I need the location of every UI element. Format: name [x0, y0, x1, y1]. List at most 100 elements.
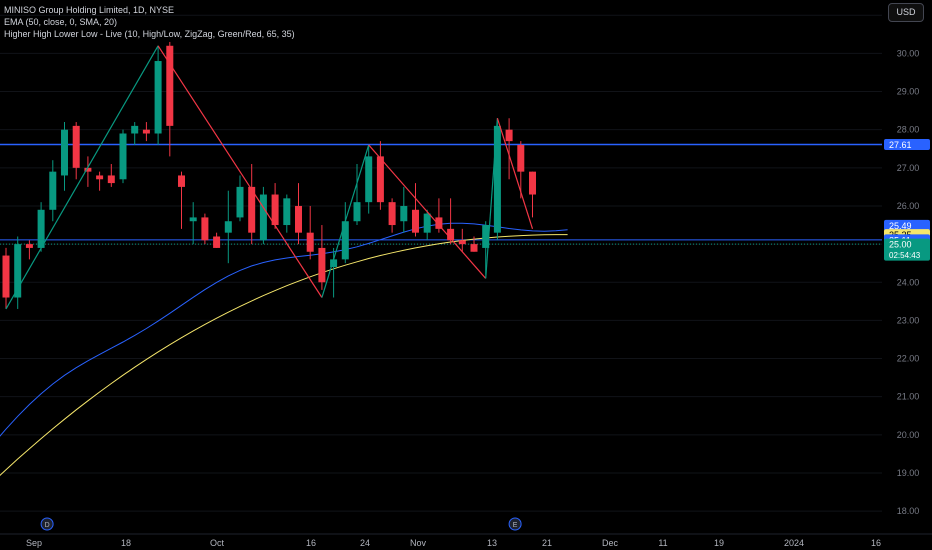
symbol-title[interactable]: MINISO Group Holding Limited, 1D, NYSE [4, 5, 175, 15]
candle[interactable] [283, 194, 291, 233]
candles[interactable] [2, 41, 537, 309]
candle-body [213, 236, 221, 248]
hhll-indicator-label[interactable]: Higher High Lower Low - Live (10, High/L… [4, 29, 295, 39]
price-tick-label: 24.00 [897, 277, 920, 287]
candle[interactable] [529, 171, 536, 218]
candle-body [259, 194, 267, 241]
candle-body [271, 194, 279, 226]
candle[interactable] [166, 41, 174, 157]
time-tick-label: Oct [210, 538, 225, 548]
candle[interactable] [505, 118, 513, 180]
price-tag-bg [884, 139, 930, 151]
candle[interactable] [154, 45, 162, 145]
candle[interactable] [517, 141, 525, 199]
candle[interactable] [131, 122, 139, 145]
candle[interactable] [271, 183, 279, 229]
candle[interactable] [248, 164, 256, 245]
candle[interactable] [400, 186, 408, 233]
candle[interactable] [458, 228, 466, 252]
candle[interactable] [388, 198, 396, 233]
candle-body [61, 129, 68, 176]
candle[interactable] [107, 164, 115, 187]
time-tick-label: 21 [542, 538, 552, 548]
marker-circle [40, 517, 54, 531]
candle[interactable] [178, 171, 185, 229]
price-axis[interactable]: 31.0030.0029.0028.0027.0026.0025.0024.00… [897, 10, 920, 516]
candle[interactable] [189, 202, 197, 245]
candle[interactable] [435, 198, 443, 233]
candle[interactable] [61, 122, 68, 191]
countdown-label: 02:54:43 [889, 251, 921, 260]
price-tick-label: 27.00 [897, 163, 920, 173]
candle[interactable] [2, 247, 10, 309]
candle[interactable] [365, 144, 373, 214]
candle[interactable] [493, 118, 501, 241]
candle-body [142, 129, 150, 134]
candle-body [166, 45, 174, 126]
candle[interactable] [236, 175, 244, 222]
candle[interactable] [318, 225, 326, 290]
candle[interactable] [84, 156, 92, 187]
candle[interactable] [119, 129, 127, 184]
time-tick-label: 24 [360, 538, 370, 548]
marker-label: E [513, 522, 518, 529]
currency-button[interactable]: USD [888, 3, 924, 22]
price-tick-label: 19.00 [897, 468, 920, 478]
candle[interactable] [376, 141, 384, 210]
price-tick-label: 21.00 [897, 392, 920, 402]
candle[interactable] [49, 160, 57, 222]
time-tick-label: 18 [121, 538, 131, 548]
candle-body [201, 217, 209, 241]
candle-body [224, 221, 232, 233]
candle-body [295, 205, 302, 233]
marker-label: D [45, 522, 50, 529]
candle-body [376, 156, 384, 203]
time-tick-label: 16 [306, 538, 316, 548]
dividend-marker[interactable]: D [40, 517, 54, 531]
candle-body [529, 171, 536, 195]
candle[interactable] [447, 198, 455, 245]
candle[interactable] [341, 202, 349, 264]
candle[interactable] [423, 209, 431, 241]
price-tick-label: 30.00 [897, 48, 920, 58]
time-tick-label: 16 [871, 538, 881, 548]
ema-indicator-label[interactable]: EMA (50, close, 0, SMA, 20) [4, 17, 118, 27]
sma-line[interactable] [0, 234, 568, 481]
candle-body [37, 209, 45, 248]
candle[interactable] [213, 232, 221, 248]
candle-body [306, 232, 314, 252]
candle[interactable] [482, 221, 490, 275]
time-tick-label: Nov [410, 538, 427, 548]
candle[interactable] [306, 205, 314, 260]
candle[interactable] [142, 122, 150, 142]
ema-line[interactable] [0, 222, 568, 442]
candle[interactable] [330, 247, 338, 298]
earnings-marker[interactable]: E [508, 517, 522, 531]
candle[interactable] [72, 122, 80, 180]
zigzag-segment [496, 118, 534, 230]
candle-body [283, 198, 291, 226]
candle[interactable] [37, 202, 45, 252]
zigzag-layer [5, 45, 534, 310]
candle[interactable] [470, 236, 478, 252]
candle[interactable] [353, 164, 361, 226]
candle[interactable] [96, 171, 104, 191]
candle[interactable] [412, 183, 419, 237]
candle-body [517, 144, 525, 172]
zigzag-segment [485, 118, 498, 279]
candle[interactable] [14, 236, 22, 309]
price-tick-label: 28.00 [897, 125, 920, 135]
candle[interactable] [259, 186, 267, 245]
candle-body [447, 228, 455, 241]
candle[interactable] [295, 183, 302, 245]
candle-body [14, 244, 22, 298]
candle-body [423, 213, 431, 233]
candle[interactable] [201, 213, 209, 245]
time-tick-label: Dec [602, 538, 619, 548]
candle[interactable] [224, 190, 232, 264]
time-axis[interactable]: Sep 18 Oct 16 24 Nov 13 21 Dec 11 19 2024 16 D E [0, 517, 932, 548]
candle[interactable] [25, 240, 33, 260]
